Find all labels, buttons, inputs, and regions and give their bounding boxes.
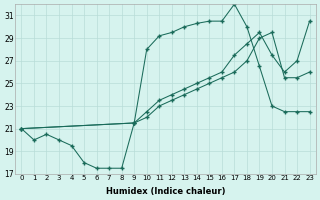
X-axis label: Humidex (Indice chaleur): Humidex (Indice chaleur) <box>106 187 225 196</box>
